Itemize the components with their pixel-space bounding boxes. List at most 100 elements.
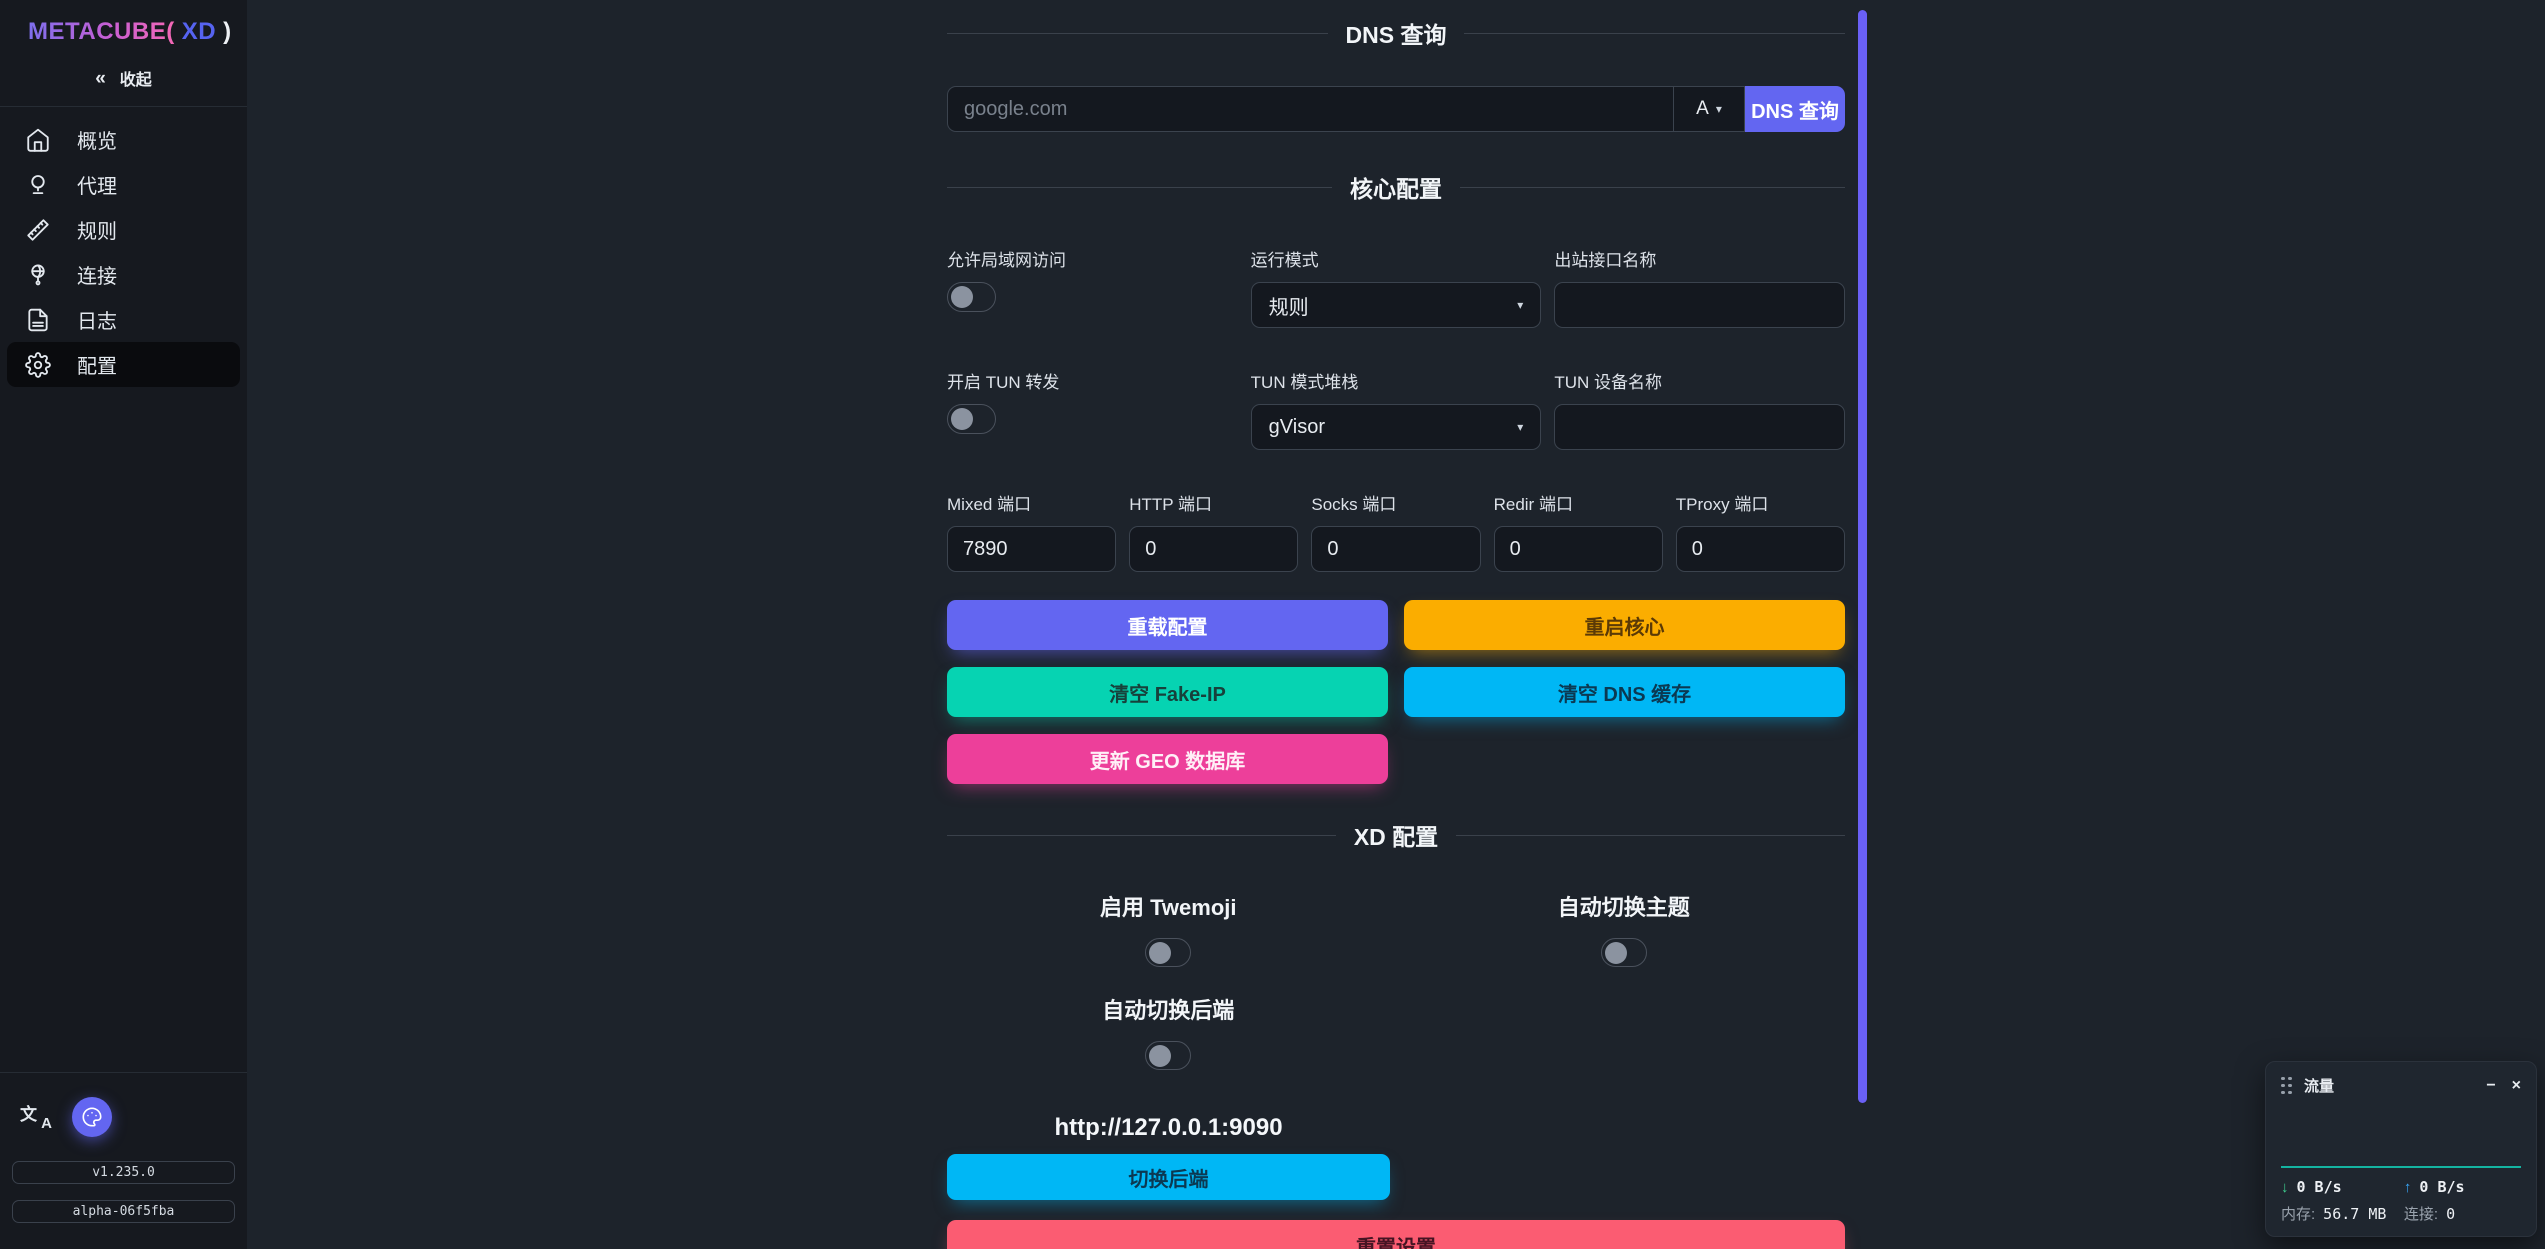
dns-section-title: DNS 查询 <box>1345 22 1447 48</box>
xd-config-row-1: 启用 Twemoji 自动切换主题 <box>947 890 1845 967</box>
traffic-panel-title: 流量 <box>2304 1078 2335 1095</box>
run-mode-select[interactable]: 规则 ▾ <box>1250 282 1542 328</box>
traffic-sparkline <box>2281 1100 2521 1168</box>
upload-arrow-icon: ↑ <box>2403 1178 2412 1196</box>
reload-config-button[interactable]: 重载配置 <box>947 600 1388 650</box>
download-value: 0 B/s <box>2296 1178 2342 1196</box>
sidebar-item-config[interactable]: 配置 <box>7 342 240 387</box>
collapse-label: 收起 <box>119 72 152 89</box>
redir-port-field: Redir 端口 <box>1493 490 1663 572</box>
mixed-port-label: Mixed 端口 <box>947 495 1032 514</box>
close-icon[interactable]: × <box>2511 1076 2521 1094</box>
egress-interface-label: 出站接口名称 <box>1554 251 1657 270</box>
tun-forward-toggle[interactable] <box>947 404 996 434</box>
twemoji-field: 启用 Twemoji <box>947 890 1390 967</box>
switch-backend-button[interactable]: 切换后端 <box>947 1154 1390 1200</box>
connections-value: 0 <box>2446 1204 2456 1223</box>
http-port-field: HTTP 端口 <box>1129 490 1299 572</box>
tun-device-input[interactable] <box>1554 404 1845 450</box>
egress-interface-input[interactable] <box>1554 282 1845 328</box>
ruler-icon <box>27 218 49 241</box>
redir-port-input[interactable] <box>1493 526 1663 572</box>
toggle-knob <box>951 286 973 308</box>
socks-port-field: Socks 端口 <box>1311 490 1481 572</box>
socks-port-input[interactable] <box>1311 526 1481 572</box>
xd-config-row-2: 自动切换后端 <box>947 993 1845 1070</box>
core-version-badge: alpha-06f5fba <box>12 1200 235 1223</box>
sidebar-nav: 概览 代理 规则 连接 日志 配置 <box>0 107 247 387</box>
translate-icon: 文 <box>20 1105 37 1124</box>
ui-version-badge: v1.235.0 <box>12 1161 235 1184</box>
reset-settings-button[interactable]: 重置设置 <box>947 1220 1845 1249</box>
footer-icons-row: 文 A <box>8 1097 239 1137</box>
http-port-label: HTTP 端口 <box>1129 495 1212 514</box>
allow-lan-field: 允许局域网访问 <box>947 246 1238 328</box>
toggle-knob <box>1149 1044 1172 1067</box>
download-stat: ↓ 0 B/s <box>2281 1178 2404 1196</box>
auto-theme-label: 自动切换主题 <box>1557 895 1690 920</box>
logo-part-xd: XD <box>181 18 217 45</box>
run-mode-label: 运行模式 <box>1250 251 1319 270</box>
tproxy-port-input[interactable] <box>1675 526 1845 572</box>
gear-icon <box>25 351 51 378</box>
twemoji-toggle[interactable] <box>1145 938 1192 967</box>
tproxy-port-field: TProxy 端口 <box>1675 490 1845 572</box>
dns-query-button[interactable]: DNS 查询 <box>1745 86 1845 132</box>
toggle-knob <box>1604 941 1627 964</box>
upload-value: 0 B/s <box>2419 1178 2465 1196</box>
allow-lan-label: 允许局域网访问 <box>947 251 1066 270</box>
restart-core-button[interactable]: 重启核心 <box>1404 600 1845 650</box>
update-geo-button[interactable]: 更新 GEO 数据库 <box>947 734 1388 784</box>
dns-record-type-select[interactable]: A ▾ <box>1673 86 1745 132</box>
app-logo: METACUBE(XD) <box>0 18 247 46</box>
logo-part-metacube: METACUBE( <box>28 18 175 45</box>
upload-stat: ↑ 0 B/s <box>2404 1178 2521 1196</box>
dns-query-input[interactable] <box>947 86 1673 132</box>
run-mode-field: 运行模式 规则 ▾ <box>1250 246 1542 328</box>
tun-forward-label: 开启 TUN 转发 <box>947 373 1060 392</box>
sidebar-item-proxies[interactable]: 代理 <box>7 162 240 207</box>
tun-stack-value: gVisor <box>1268 415 1325 438</box>
tun-device-label: TUN 设备名称 <box>1554 373 1662 392</box>
mixed-port-input[interactable] <box>947 526 1117 572</box>
flush-dns-cache-button[interactable]: 清空 DNS 缓存 <box>1404 667 1845 717</box>
toggle-knob <box>951 408 973 430</box>
sidebar-item-connections[interactable]: 连接 <box>7 252 240 297</box>
sidebar-item-rules[interactable]: 规则 <box>7 207 240 252</box>
backend-url-text: http://127.0.0.1:9090 <box>1054 1114 1283 1141</box>
download-arrow-icon: ↓ <box>2281 1178 2289 1196</box>
auto-theme-field: 自动切换主题 <box>1403 890 1846 967</box>
language-switch-button[interactable]: 文 A <box>20 1100 54 1134</box>
flush-fakeip-button[interactable]: 清空 Fake-IP <box>947 667 1388 717</box>
mixed-port-field: Mixed 端口 <box>947 490 1117 572</box>
run-mode-value: 规则 <box>1268 296 1309 319</box>
core-section-divider: 核心配置 <box>947 170 1845 204</box>
auto-theme-toggle[interactable] <box>1600 938 1647 967</box>
tun-stack-field: TUN 模式堆栈 gVisor ▾ <box>1250 368 1542 450</box>
http-port-input[interactable] <box>1129 526 1299 572</box>
scrollbar-thumb[interactable] <box>1858 10 1867 1103</box>
tun-stack-select[interactable]: gVisor ▾ <box>1250 404 1542 450</box>
ports-row: Mixed 端口 HTTP 端口 Socks 端口 Redir 端口 TProx… <box>947 490 1845 572</box>
collapse-sidebar-button[interactable]: « 收起 <box>0 66 247 106</box>
drag-handle-icon[interactable] <box>2281 1076 2292 1095</box>
tun-stack-label: TUN 模式堆栈 <box>1250 373 1359 392</box>
xd-section-title: XD 配置 <box>1353 824 1439 850</box>
network-globe-icon <box>31 264 45 285</box>
minimize-icon[interactable]: − <box>2486 1076 2496 1094</box>
grid-spacer <box>1403 993 1846 1070</box>
allow-lan-toggle[interactable] <box>947 282 996 312</box>
palette-icon <box>82 1107 102 1127</box>
memory-value: 56.7 MB <box>2323 1204 2387 1223</box>
auto-backend-toggle[interactable] <box>1145 1041 1192 1070</box>
grid-spacer <box>1404 734 1845 784</box>
sidebar-item-logs[interactable]: 日志 <box>7 297 240 342</box>
egress-interface-field: 出站接口名称 <box>1554 246 1845 328</box>
collapse-chevrons-icon: « <box>95 67 106 89</box>
theme-picker-button[interactable] <box>72 1097 112 1137</box>
sidebar-item-overview[interactable]: 概览 <box>7 117 240 162</box>
sidebar-item-label: 概览 <box>77 131 117 153</box>
redir-port-label: Redir 端口 <box>1493 495 1573 514</box>
core-config-row-1: 允许局域网访问 运行模式 规则 ▾ 出站接口名称 <box>947 246 1845 328</box>
